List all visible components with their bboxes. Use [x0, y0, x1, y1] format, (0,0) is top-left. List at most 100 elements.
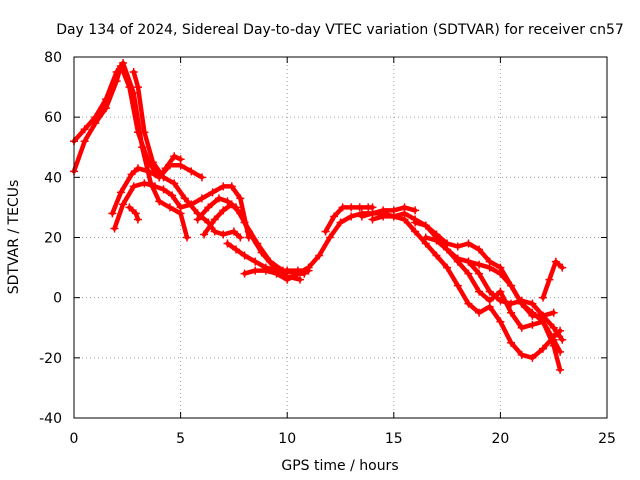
- data-point: [379, 212, 388, 221]
- data-point: [129, 68, 138, 77]
- data-point: [421, 233, 430, 242]
- data-point: [347, 212, 356, 221]
- data-point: [144, 167, 153, 176]
- data-point: [464, 239, 473, 248]
- data-point: [119, 200, 128, 209]
- data-point: [244, 227, 253, 236]
- data-point: [551, 257, 560, 266]
- data-point: [507, 299, 516, 308]
- data-point: [507, 338, 516, 347]
- data-point: [133, 164, 142, 173]
- data-point: [421, 221, 430, 230]
- data-point: [148, 158, 157, 167]
- data-point: [204, 203, 213, 212]
- axis-ticks: [73, 56, 608, 419]
- data-point: [210, 215, 219, 224]
- x-tick-label: 0: [70, 431, 79, 447]
- data-point: [528, 311, 537, 320]
- data-point: [293, 269, 302, 278]
- plot-frame: [73, 56, 608, 419]
- data-point: [485, 263, 494, 272]
- x-tick-label: 20: [491, 431, 509, 447]
- data-point: [496, 269, 505, 278]
- y-tick-label: 60: [44, 110, 62, 126]
- data-point: [496, 296, 505, 305]
- data-point: [549, 323, 558, 332]
- data-point: [330, 212, 339, 221]
- data-point: [272, 269, 281, 278]
- data-point: [91, 113, 100, 122]
- data-point: [517, 296, 526, 305]
- data-point: [453, 281, 462, 290]
- data-point: [443, 245, 452, 254]
- data-point: [338, 203, 347, 212]
- data-point: [539, 344, 548, 353]
- y-tick-label: 80: [44, 50, 62, 66]
- series-sat-p: [464, 257, 567, 344]
- data-point: [432, 236, 441, 245]
- data-point: [432, 251, 441, 260]
- data-point: [507, 308, 516, 317]
- data-point: [539, 311, 548, 320]
- data-point: [517, 323, 526, 332]
- data-point: [138, 143, 147, 152]
- data-point: [110, 224, 119, 233]
- data-point: [475, 269, 484, 278]
- data-point: [236, 194, 245, 203]
- data-point: [229, 227, 238, 236]
- x-tick-labels: 0 5 10 15 20 25: [70, 431, 616, 447]
- chart-title: Day 134 of 2024, Sidereal Day-to-day VTE…: [56, 22, 624, 38]
- series-sat-f: [125, 203, 142, 224]
- data-point: [200, 230, 209, 239]
- data-point: [251, 266, 260, 275]
- data-point: [485, 296, 494, 305]
- data-point: [155, 173, 164, 182]
- data-point: [389, 212, 398, 221]
- data-point: [101, 104, 110, 113]
- data-point: [485, 287, 494, 296]
- data-point: [165, 203, 174, 212]
- data-point: [131, 209, 140, 218]
- x-tick-label: 15: [385, 431, 403, 447]
- data-point: [556, 365, 565, 374]
- data-point: [210, 227, 219, 236]
- data-point: [549, 341, 558, 350]
- data-point: [400, 209, 409, 218]
- data-point: [411, 227, 420, 236]
- data-point: [187, 167, 196, 176]
- data-point: [411, 218, 420, 227]
- data-point: [549, 308, 558, 317]
- x-tick-label: 5: [176, 431, 185, 447]
- data-point: [236, 233, 245, 242]
- series-sat-c: [129, 68, 245, 242]
- data-point: [129, 89, 138, 98]
- y-tick-label: -40: [39, 411, 62, 427]
- series-line: [370, 211, 563, 355]
- data-point: [176, 155, 185, 164]
- data-point: [101, 95, 110, 104]
- data-series: [70, 59, 567, 374]
- series-sat-j: [240, 203, 420, 284]
- data-point: [80, 125, 89, 134]
- data-point: [80, 137, 89, 146]
- data-point: [227, 200, 236, 209]
- data-point: [170, 152, 179, 161]
- data-point: [170, 179, 179, 188]
- data-point: [528, 353, 537, 362]
- y-tick-label: 40: [44, 170, 62, 186]
- data-point: [208, 188, 217, 197]
- data-point: [180, 194, 189, 203]
- data-point: [223, 239, 232, 248]
- x-tick-label: 25: [598, 431, 616, 447]
- data-point: [464, 269, 473, 278]
- y-tick-labels: -40 -20 0 20 40 60 80: [39, 50, 62, 427]
- data-point: [528, 320, 537, 329]
- data-point: [159, 185, 168, 194]
- series-sat-d: [108, 152, 185, 218]
- data-point: [475, 245, 484, 254]
- data-point: [475, 260, 484, 269]
- grid: [74, 57, 607, 418]
- data-point: [197, 194, 206, 203]
- series-sat-k: [321, 203, 377, 236]
